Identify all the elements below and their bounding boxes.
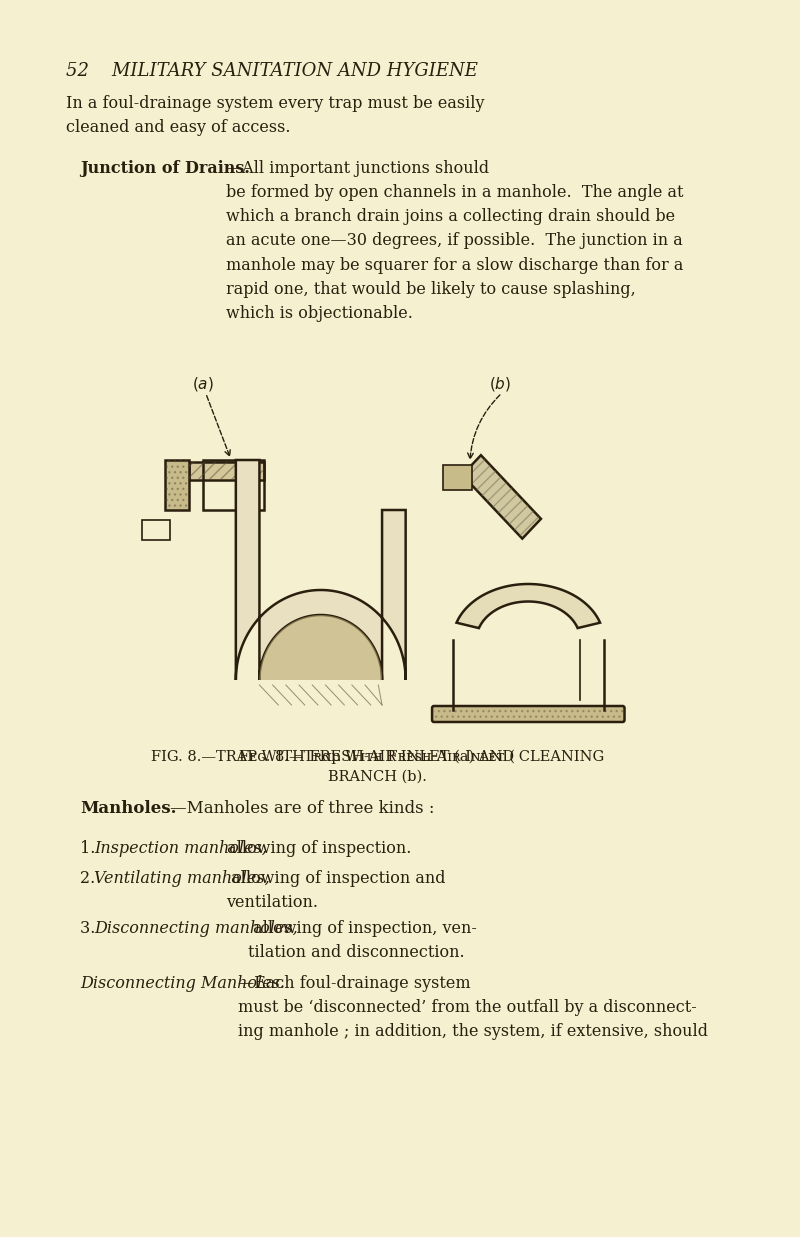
Bar xyxy=(189,461,264,480)
Text: BRANCH (b).: BRANCH (b). xyxy=(328,769,426,784)
Text: allowing of inspection.: allowing of inspection. xyxy=(222,840,411,857)
Text: allowing of inspection, ven-
tilation and disconnection.: allowing of inspection, ven- tilation an… xyxy=(248,920,477,961)
Polygon shape xyxy=(462,455,541,538)
Text: 1.: 1. xyxy=(80,840,101,857)
Bar xyxy=(434,708,622,720)
Bar xyxy=(189,461,264,480)
Text: 52    MILITARY SANITATION AND HYGIENE: 52 MILITARY SANITATION AND HYGIENE xyxy=(66,62,478,80)
Polygon shape xyxy=(457,584,600,628)
Text: Disconnecting Manholes.: Disconnecting Manholes. xyxy=(80,975,285,992)
Text: Manholes.: Manholes. xyxy=(80,800,177,816)
Bar xyxy=(443,465,472,490)
Bar xyxy=(203,460,264,510)
Text: —All important junctions should
be formed by open channels in a manhole.  The an: —All important junctions should be forme… xyxy=(226,160,684,322)
Text: $(b)$: $(b)$ xyxy=(489,375,511,393)
Text: FIG. 8.—TRAP WITH FRESH-AIR INLET (a) AND CLEANING: FIG. 8.—TRAP WITH FRESH-AIR INLET (a) AN… xyxy=(150,750,604,764)
Bar xyxy=(165,460,189,510)
Text: Disconnecting manholes,: Disconnecting manholes, xyxy=(94,920,298,936)
Text: Inspection manholes,: Inspection manholes, xyxy=(94,840,267,857)
Text: —Each foul-drainage system
must be ‘disconnected’ from the outfall by a disconne: —Each foul-drainage system must be ‘disc… xyxy=(238,975,708,1040)
Text: —Manholes are of three kinds :: —Manholes are of three kinds : xyxy=(170,800,434,816)
Text: allowing of inspection and
ventilation.: allowing of inspection and ventilation. xyxy=(226,870,446,912)
Text: Ventilating manholes,: Ventilating manholes, xyxy=(94,870,270,887)
FancyBboxPatch shape xyxy=(432,706,625,722)
Text: 3.: 3. xyxy=(80,920,101,936)
Polygon shape xyxy=(259,615,382,680)
Bar xyxy=(142,520,170,541)
Text: Junction of Drains.: Junction of Drains. xyxy=(80,160,250,177)
Text: In a foul-drainage system every trap must be easily
cleaned and easy of access.: In a foul-drainage system every trap mus… xyxy=(66,95,485,136)
Text: Fᴇɢ. 8.—Tʀɑр Wɪᴛʜ Fʀᴇѕʜ-Aɪʀ Iɴʟᴇᴛ (: Fᴇɢ. 8.—Tʀɑр Wɪᴛʜ Fʀᴇѕʜ-Aɪʀ Iɴʟᴇᴛ ( xyxy=(239,750,515,764)
Text: $(a)$: $(a)$ xyxy=(192,375,214,393)
Polygon shape xyxy=(236,460,406,680)
Bar xyxy=(165,460,189,510)
Text: 2.: 2. xyxy=(80,870,101,887)
